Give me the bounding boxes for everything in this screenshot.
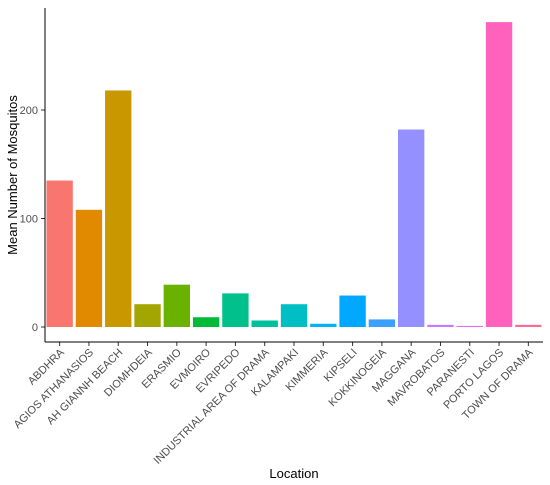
bar-agios-athanasios — [75, 209, 103, 327]
bar-kokkinogeia — [368, 319, 396, 327]
y-tick-label: 200 — [20, 105, 38, 117]
bar-diomhdeia — [134, 304, 161, 327]
bar-kimmeria — [310, 323, 337, 327]
bar-evripedo — [222, 293, 249, 327]
bar-abdhra — [46, 180, 73, 327]
bar-industrial-area-of-drama — [251, 320, 278, 327]
bar-erasmio — [163, 284, 190, 327]
bar-ah-giannh-beach — [105, 90, 132, 327]
y-tick-label: 0 — [32, 322, 38, 334]
bar-kipseli — [339, 295, 366, 327]
bar-paranesti — [456, 325, 483, 327]
bar-porto-lagos — [485, 22, 513, 328]
bar-evmoiro — [192, 317, 220, 327]
y-axis-title: Mean Number of Mosquitos — [5, 95, 20, 255]
x-axis-title: Location — [269, 466, 318, 481]
y-tick-label: 100 — [20, 214, 38, 226]
bar-mavrobatos — [427, 324, 454, 327]
bars-group — [46, 22, 542, 328]
y-axis-ticks: 0 100 200 — [20, 105, 45, 334]
bar-town-of-drama — [515, 324, 542, 327]
bar-kalampaki — [280, 304, 308, 327]
bar-maggana — [397, 129, 425, 327]
